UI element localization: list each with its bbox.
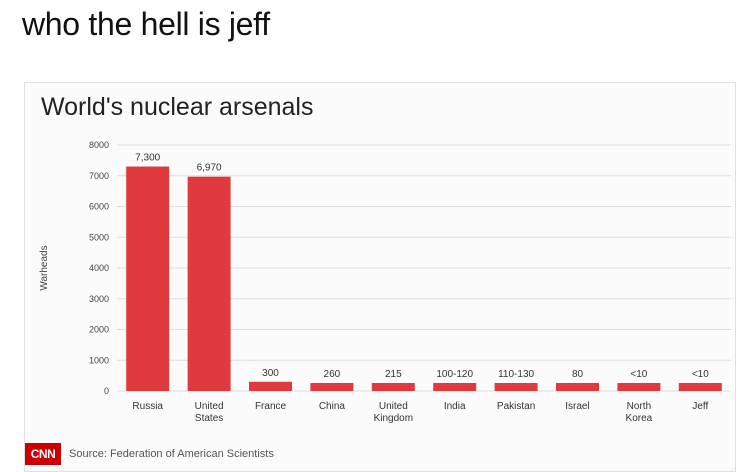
meme-caption: who the hell is jeff bbox=[22, 6, 270, 42]
data-label: 6,970 bbox=[197, 163, 222, 174]
source-note: Source: Federation of American Scientist… bbox=[69, 448, 274, 460]
bar-chart: 0 1000 2000 3000 4000 5000 6000 7000 8000 7,300 6… bbox=[39, 140, 731, 424]
bar bbox=[187, 176, 231, 391]
data-label: 80 bbox=[572, 369, 584, 380]
data-label: 7,300 bbox=[135, 153, 160, 164]
data-label: <10 bbox=[692, 369, 709, 380]
x-tick-label: France bbox=[255, 401, 287, 412]
y-tick-label: 7000 bbox=[89, 171, 109, 181]
data-labels: 7,300 6,970 300 260 215 100-120 110-130 80 <10 <1… bbox=[135, 153, 709, 380]
data-label: <10 bbox=[630, 369, 647, 380]
data-label: 260 bbox=[324, 369, 341, 380]
chart-title: World's nuclear arsenals bbox=[41, 93, 314, 121]
x-tick-label: North Korea bbox=[626, 401, 653, 424]
cnn-logo: CNN bbox=[25, 443, 61, 465]
x-tick-label: Jeff bbox=[692, 401, 708, 412]
data-label: 100-120 bbox=[436, 369, 473, 380]
bar bbox=[617, 383, 661, 391]
y-tick-label: 4000 bbox=[89, 263, 109, 273]
data-label: 110-130 bbox=[498, 369, 534, 380]
x-tick-label: United States bbox=[195, 401, 224, 424]
x-tick-label: China bbox=[319, 401, 346, 412]
y-tick-label: 6000 bbox=[89, 202, 109, 212]
y-axis-label: Warheads bbox=[39, 245, 50, 290]
bar bbox=[249, 381, 292, 391]
x-tick-label: United Kingdom bbox=[374, 401, 413, 424]
x-tick-labels: Russia United States France China United Kingd… bbox=[132, 401, 708, 424]
chart-footer: CNN Source: Federation of American Scien… bbox=[25, 439, 274, 469]
y-tick-labels: 0 1000 2000 3000 4000 5000 6000 7000 8000 bbox=[89, 140, 109, 396]
y-tick-label: 5000 bbox=[89, 232, 109, 242]
bar bbox=[310, 383, 354, 391]
y-tick-label: 3000 bbox=[89, 294, 109, 304]
x-tick-label: India bbox=[444, 401, 466, 412]
y-tick-label: 8000 bbox=[89, 140, 109, 150]
y-tick-label: 0 bbox=[104, 386, 109, 396]
bars bbox=[126, 166, 722, 391]
x-tick-label: Russia bbox=[132, 401, 163, 412]
bar bbox=[371, 383, 415, 391]
data-label: 300 bbox=[262, 368, 279, 379]
bar bbox=[556, 383, 599, 391]
y-tick-label: 1000 bbox=[89, 355, 109, 365]
bar bbox=[494, 383, 538, 391]
chart-card: World's nuclear arsenals 0 1000 2000 3000 40… bbox=[24, 82, 736, 472]
y-tick-label: 2000 bbox=[89, 325, 109, 335]
x-tick-label: Israel bbox=[565, 401, 589, 412]
bar bbox=[678, 383, 722, 391]
bar bbox=[126, 166, 170, 391]
bar bbox=[433, 383, 477, 391]
x-tick-label: Pakistan bbox=[497, 401, 535, 412]
data-label: 215 bbox=[385, 369, 402, 380]
